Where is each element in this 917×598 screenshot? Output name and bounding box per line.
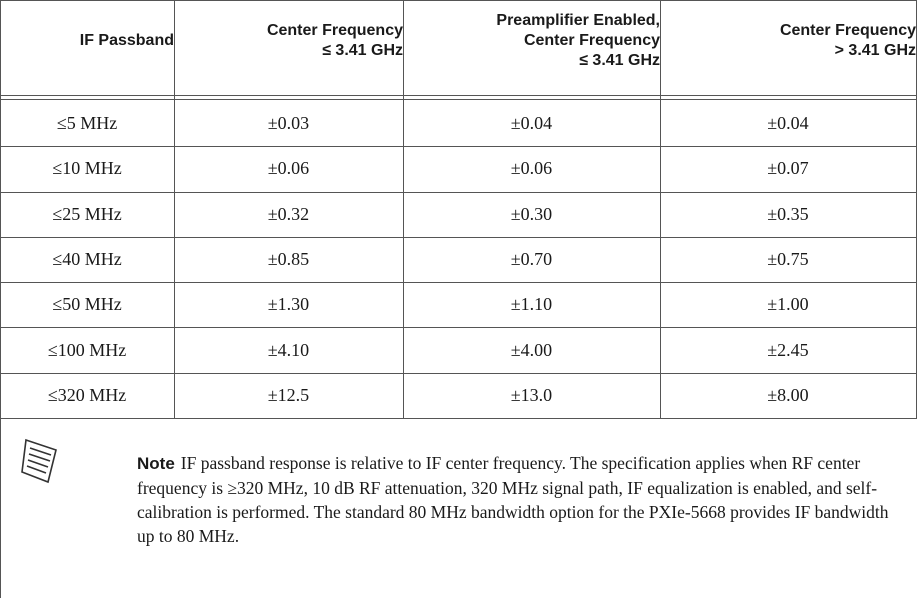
header-line: IF Passband xyxy=(79,31,174,49)
header-line: ≤ 3.41 GHz xyxy=(322,41,403,59)
row-rule xyxy=(0,327,917,329)
data-cell: ±1.30 xyxy=(267,294,310,315)
header-rule xyxy=(0,99,917,100)
data-cell: ≤100 MHz xyxy=(47,339,127,360)
row-rule xyxy=(0,372,917,374)
data-cell: ≤10 MHz xyxy=(52,158,122,179)
header-line: Preamplifier Enabled, xyxy=(496,11,660,29)
data-cell: ±0.75 xyxy=(767,248,809,269)
column-rule xyxy=(174,0,175,418)
data-cell: ±0.85 xyxy=(267,248,310,269)
data-cell: ±12.5 xyxy=(267,384,310,405)
note-text: IF passband response is relative to IF c… xyxy=(137,453,889,546)
data-cell: ±1.10 xyxy=(510,294,553,315)
header-line: > 3.41 GHz xyxy=(834,41,916,59)
top-rule xyxy=(0,0,917,1)
header-line: Center Frequency xyxy=(266,21,403,39)
data-cell: ±13.0 xyxy=(510,384,553,405)
row-rule xyxy=(0,146,917,148)
row-rule xyxy=(0,191,917,193)
header-cell: Center Frequency ≤ 3.41 GHz xyxy=(174,0,403,95)
data-cell: ±0.70 xyxy=(510,248,553,269)
table-bottom xyxy=(0,418,917,419)
header-cell: IF Passband xyxy=(0,0,174,95)
header-rule xyxy=(0,95,917,96)
header-line: ≤ 3.41 GHz xyxy=(579,51,660,69)
data-cell: ±0.32 xyxy=(267,203,310,224)
note-label: Note xyxy=(137,454,175,473)
data-cell: ±2.45 xyxy=(767,339,809,360)
data-cell: ≤50 MHz xyxy=(52,294,122,315)
data-cell: ±1.00 xyxy=(767,294,809,315)
note-icon xyxy=(21,438,57,484)
data-cell: ≤25 MHz xyxy=(52,203,122,224)
data-cell: ≤5 MHz xyxy=(56,113,118,134)
column-rule xyxy=(403,0,404,418)
data-cell: ±4.00 xyxy=(510,339,553,360)
data-cell: ≤40 MHz xyxy=(52,248,122,269)
data-cell: ±0.35 xyxy=(767,203,809,224)
header-line: Center Frequency xyxy=(523,31,660,49)
header-cell: Preamplifier Enabled, Center Frequency ≤ 3… xyxy=(403,0,660,95)
data-cell: ±0.30 xyxy=(510,203,553,224)
note: Note IF passband response is relative to … xyxy=(137,451,897,548)
row-rule xyxy=(0,282,917,284)
data-cell: ±4.10 xyxy=(267,339,310,360)
data-cell: ±0.06 xyxy=(267,158,310,179)
left-border xyxy=(0,0,1,598)
data-cell: ≤320 MHz xyxy=(47,384,127,405)
header-cell: Center Frequency > 3.41 GHz xyxy=(660,0,916,95)
data-cell: ±0.03 xyxy=(267,113,310,134)
column-rule xyxy=(660,0,661,418)
header-line: Center Frequency xyxy=(779,21,916,39)
row-rule xyxy=(0,236,917,238)
data-cell: ±0.06 xyxy=(510,158,553,179)
data-cell: ±0.07 xyxy=(767,158,809,179)
data-cell: ±8.00 xyxy=(767,384,809,405)
data-cell: ±0.04 xyxy=(767,113,809,134)
data-cell: ±0.04 xyxy=(510,113,553,134)
